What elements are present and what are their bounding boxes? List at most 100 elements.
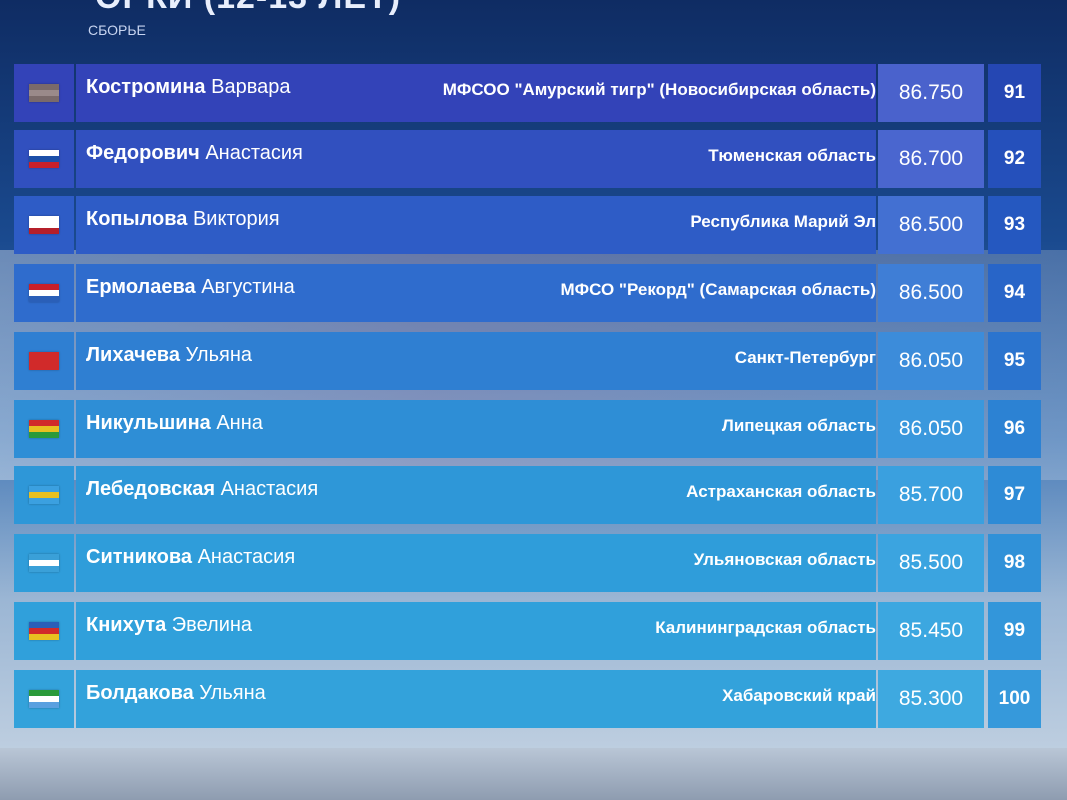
flag-cell xyxy=(14,130,74,188)
athlete-cell: Копылова Виктория Республика Марий Эл xyxy=(76,196,876,254)
flag-cell xyxy=(14,534,74,592)
athlete-place: 92 xyxy=(1003,148,1026,169)
athlete-cell: Болдакова Ульяна Хабаровский край xyxy=(76,670,876,728)
athlete-given-name: Августина xyxy=(201,276,295,298)
region-flag-icon xyxy=(29,84,59,102)
place-cell: 99 xyxy=(988,602,1041,660)
athlete-region: Калининградская область xyxy=(655,618,876,637)
athlete-name: Лебедовская Анастасия xyxy=(86,478,318,501)
athlete-place: 93 xyxy=(1003,214,1026,235)
athlete-region: МФСО "Рекорд" (Самарская область) xyxy=(560,280,876,299)
score-cell: 85.500 xyxy=(878,534,984,592)
table-row: Ермолаева Августина МФСО "Рекорд" (Самар… xyxy=(14,264,1041,322)
athlete-surname: Костромина xyxy=(86,76,206,98)
page-title: ОРКИ (12-13 ЛЕТ) xyxy=(95,0,401,17)
bottom-bezel xyxy=(0,748,1067,800)
athlete-region: Санкт-Петербург xyxy=(734,348,876,367)
athlete-place: 97 xyxy=(1003,484,1026,505)
flag-cell xyxy=(14,196,74,254)
table-row: Копылова Виктория Республика Марий Эл 86… xyxy=(14,196,1041,254)
flag-cell xyxy=(14,64,74,122)
region-flag-icon xyxy=(29,554,59,572)
score-cell: 86.500 xyxy=(878,196,984,254)
athlete-cell: Федорович Анастасия Тюменская область xyxy=(76,130,876,188)
athlete-name: Ситникова Анастасия xyxy=(86,546,295,569)
region-flag-icon xyxy=(29,486,59,504)
score-cell: 86.500 xyxy=(878,264,984,322)
athlete-surname: Ситникова xyxy=(86,546,193,568)
athlete-surname: Федорович xyxy=(86,142,200,164)
place-cell: 92 xyxy=(988,130,1041,188)
table-row: Федорович Анастасия Тюменская область 86… xyxy=(14,130,1041,188)
region-flag-icon xyxy=(29,352,59,370)
athlete-cell: Костромина Варвара МФСОО "Амурский тигр"… xyxy=(76,64,876,122)
athlete-region: Липецкая область xyxy=(721,416,876,435)
athlete-place: 99 xyxy=(1003,620,1026,641)
flag-cell xyxy=(14,264,74,322)
athlete-region: МФСОО "Амурский тигр" (Новосибирская обл… xyxy=(442,80,876,99)
place-cell: 97 xyxy=(988,466,1041,524)
athlete-cell: Лебедовская Анастасия Астраханская облас… xyxy=(76,466,876,524)
athlete-region: Хабаровский край xyxy=(722,686,876,705)
athlete-given-name: Анастасия xyxy=(205,142,303,164)
place-cell: 98 xyxy=(988,534,1041,592)
table-row: Никульшина Анна Липецкая область 86.050 … xyxy=(14,400,1041,458)
athlete-surname: Ермолаева xyxy=(86,276,196,298)
athlete-given-name: Ульяна xyxy=(199,682,266,704)
place-cell: 95 xyxy=(988,332,1041,390)
athlete-score: 86.050 xyxy=(898,417,964,440)
athlete-place: 100 xyxy=(998,688,1031,709)
athlete-cell: Лихачева Ульяна Санкт-Петербург xyxy=(76,332,876,390)
place-cell: 91 xyxy=(988,64,1041,122)
athlete-score: 85.450 xyxy=(898,619,964,642)
athlete-score: 85.300 xyxy=(898,687,964,710)
score-cell: 86.050 xyxy=(878,332,984,390)
athlete-name: Ермолаева Августина xyxy=(86,276,295,299)
athlete-score: 85.500 xyxy=(898,551,964,574)
flag-cell xyxy=(14,332,74,390)
athlete-place: 94 xyxy=(1003,282,1026,303)
athlete-surname: Никульшина xyxy=(86,412,211,434)
athlete-given-name: Анастасия xyxy=(220,478,319,500)
athlete-name: Лихачева Ульяна xyxy=(86,344,252,367)
place-cell: 93 xyxy=(988,196,1041,254)
athlete-score: 86.050 xyxy=(898,349,964,372)
table-row: Лихачева Ульяна Санкт-Петербург 86.050 9… xyxy=(14,332,1041,390)
athlete-surname: Книхута xyxy=(86,614,167,636)
region-flag-icon xyxy=(29,420,59,438)
athlete-cell: Книхута Эвелина Калининградская область xyxy=(76,602,876,660)
region-flag-icon xyxy=(29,284,59,302)
athlete-name: Книхута Эвелина xyxy=(86,614,252,637)
table-row: Ситникова Анастасия Ульяновская область … xyxy=(14,534,1041,592)
score-cell: 86.750 xyxy=(878,64,984,122)
score-cell: 86.050 xyxy=(878,400,984,458)
flag-cell xyxy=(14,400,74,458)
athlete-surname: Копылова xyxy=(86,208,188,230)
athlete-place: 96 xyxy=(1003,418,1026,439)
athlete-region: Астраханская область xyxy=(686,482,876,501)
athlete-given-name: Анна xyxy=(216,412,263,434)
place-cell: 100 xyxy=(988,670,1041,728)
athlete-name: Федорович Анастасия xyxy=(86,142,303,165)
athlete-name: Копылова Виктория xyxy=(86,208,280,231)
athlete-region: Республика Марий Эл xyxy=(690,212,876,231)
athlete-name: Костромина Варвара xyxy=(86,76,290,99)
table-row: Костромина Варвара МФСОО "Амурский тигр"… xyxy=(14,64,1041,122)
athlete-given-name: Ульяна xyxy=(185,344,252,366)
athlete-surname: Лихачева xyxy=(86,344,180,366)
athlete-place: 91 xyxy=(1003,82,1026,103)
score-cell: 85.300 xyxy=(878,670,984,728)
page-subtitle: СБОРЬЕ xyxy=(88,22,146,38)
score-cell: 85.450 xyxy=(878,602,984,660)
athlete-score: 86.500 xyxy=(898,213,964,236)
athlete-surname: Лебедовская xyxy=(86,478,216,500)
place-cell: 94 xyxy=(988,264,1041,322)
score-cell: 86.700 xyxy=(878,130,984,188)
region-flag-icon xyxy=(29,150,59,168)
region-flag-icon xyxy=(29,216,59,234)
table-row: Болдакова Ульяна Хабаровский край 85.300… xyxy=(14,670,1041,728)
athlete-name: Болдакова Ульяна xyxy=(86,682,266,705)
athlete-surname: Болдакова xyxy=(86,682,194,704)
flag-cell xyxy=(14,602,74,660)
